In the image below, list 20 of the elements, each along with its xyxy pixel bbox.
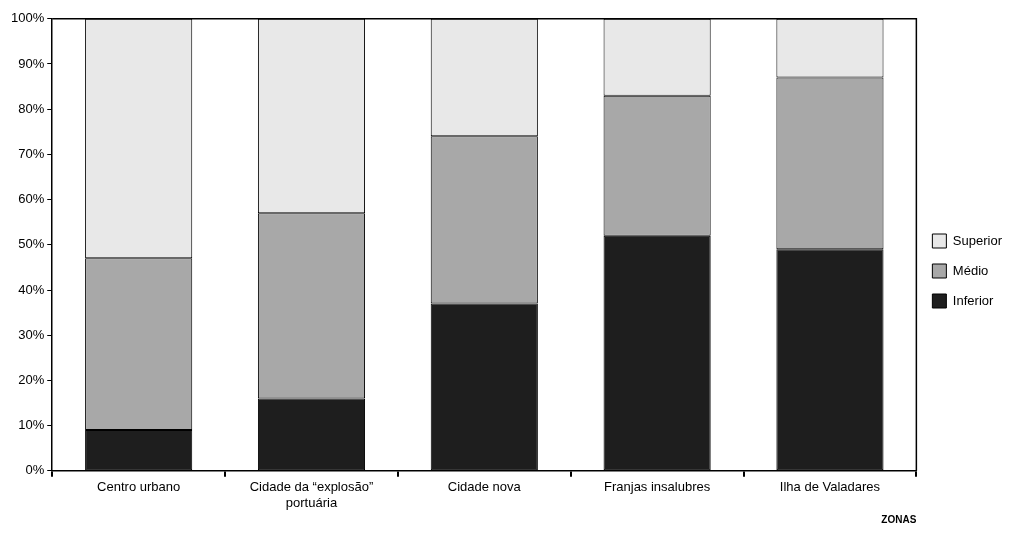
x-tick-label: Centro urbano bbox=[97, 479, 181, 495]
x-tick-label: Franjas insalubres bbox=[604, 479, 711, 495]
legend-label: Inferior bbox=[952, 292, 994, 308]
legend-label: Superior bbox=[952, 232, 1003, 248]
x-axis-title: ZONAS bbox=[881, 513, 917, 525]
y-tick-label: 0% bbox=[25, 462, 45, 478]
y-tick-label: 20% bbox=[18, 371, 45, 387]
x-tick-label: Cidade da “explosão” portuária bbox=[249, 479, 374, 510]
y-tick-label: 10% bbox=[18, 417, 45, 433]
y-tick-label: 40% bbox=[18, 281, 45, 297]
y-tick-label: 30% bbox=[18, 326, 45, 342]
y-tick-label: 100% bbox=[11, 10, 45, 26]
y-tick-label: 50% bbox=[18, 236, 45, 252]
x-tick-label: Cidade nova bbox=[447, 479, 522, 495]
y-tick-label: 80% bbox=[18, 100, 45, 116]
legend-label: Médio bbox=[952, 262, 989, 278]
y-tick-label: 90% bbox=[18, 55, 45, 71]
x-tick-label: Ilha de Valadares bbox=[779, 479, 881, 495]
y-tick-label: 70% bbox=[18, 145, 45, 161]
y-tick-label: 60% bbox=[18, 191, 45, 207]
